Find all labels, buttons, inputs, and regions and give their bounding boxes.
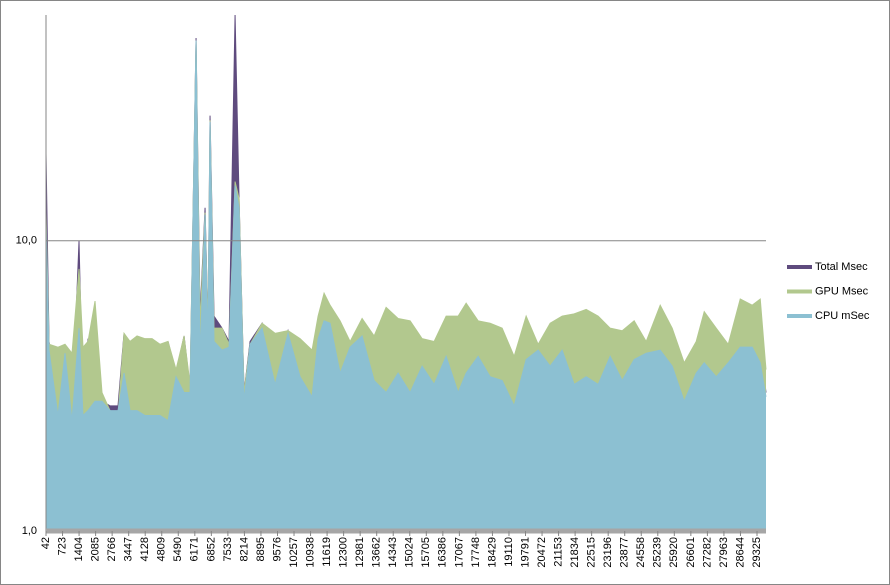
x-tick-label: 20472: [536, 537, 548, 568]
x-tick-label: 10257: [288, 537, 300, 568]
x-tick-label: 29325: [751, 537, 763, 568]
y-tick-label: 10,0: [16, 235, 37, 247]
x-tick-label: 15705: [420, 537, 432, 568]
x-tick-label: 12981: [354, 537, 366, 568]
x-tick-label: 723: [56, 537, 68, 555]
x-tick-label: 13662: [371, 537, 383, 568]
x-tick-label: 8214: [238, 537, 250, 561]
x-tick-label: 23877: [619, 537, 631, 568]
x-tick-label: 25239: [652, 537, 664, 568]
x-tick-label: 19791: [519, 537, 531, 568]
x-tick-label: 1404: [73, 537, 85, 561]
x-tick-label: 6171: [189, 537, 201, 561]
x-tick-label: 7533: [222, 537, 234, 561]
area-line: [45, 40, 767, 422]
x-tick-label: 19110: [503, 537, 515, 567]
axes: 1,0 10,0 42 723 1404 2085 2766 3447 4128 4809 5490…: [16, 15, 766, 568]
x-tick-label: 17067: [453, 537, 465, 568]
legend: Total Msec GPU Msec CPU mSec: [787, 261, 870, 322]
x-tick-label: 2085: [90, 537, 102, 561]
x-tick-label: 12300: [338, 537, 350, 568]
area-line: [45, 40, 767, 417]
legend-label: Total Msec: [815, 261, 868, 273]
x-tick-label: 8895: [255, 537, 267, 561]
plot-area: [45, 14, 767, 532]
x-tick-label: 10938: [304, 537, 316, 568]
x-tick-label: 22515: [586, 537, 598, 568]
x-tick-label: 5490: [172, 537, 184, 561]
x-tick-label: 18429: [486, 537, 498, 568]
x-tick-label: 21153: [552, 537, 564, 567]
x-tick-label: 27282: [701, 537, 713, 568]
x-tick-label: 4809: [156, 537, 168, 561]
x-tick-label: 17748: [470, 537, 482, 568]
x-tick-label: 3447: [123, 537, 135, 561]
x-tick-label: 9576: [271, 537, 283, 561]
x-tick-label: 14343: [387, 537, 399, 568]
x-tick-label: 27963: [718, 537, 730, 568]
x-tick-label: 16386: [437, 537, 449, 568]
x-tick-label: 2766: [106, 537, 118, 561]
x-tick-label: 21834: [569, 537, 581, 568]
x-tick-label: 11619: [321, 537, 333, 567]
y-tick-label: 1,0: [22, 525, 37, 537]
x-tick-label: 25920: [668, 537, 680, 568]
x-tick-label: 4128: [139, 537, 151, 561]
x-tick-label: 26601: [685, 537, 697, 568]
area-fill: [46, 40, 766, 532]
legend-label: GPU Msec: [815, 285, 869, 297]
x-tick-label: 28644: [734, 537, 746, 568]
x-tick-label: 6852: [205, 537, 217, 561]
x-tick-label: 15024: [404, 537, 416, 568]
x-tick-label: 24558: [635, 537, 647, 568]
x-tick-label: 23196: [602, 537, 614, 568]
legend-label: CPU mSec: [815, 310, 870, 322]
x-tick-label: 42: [40, 537, 52, 549]
